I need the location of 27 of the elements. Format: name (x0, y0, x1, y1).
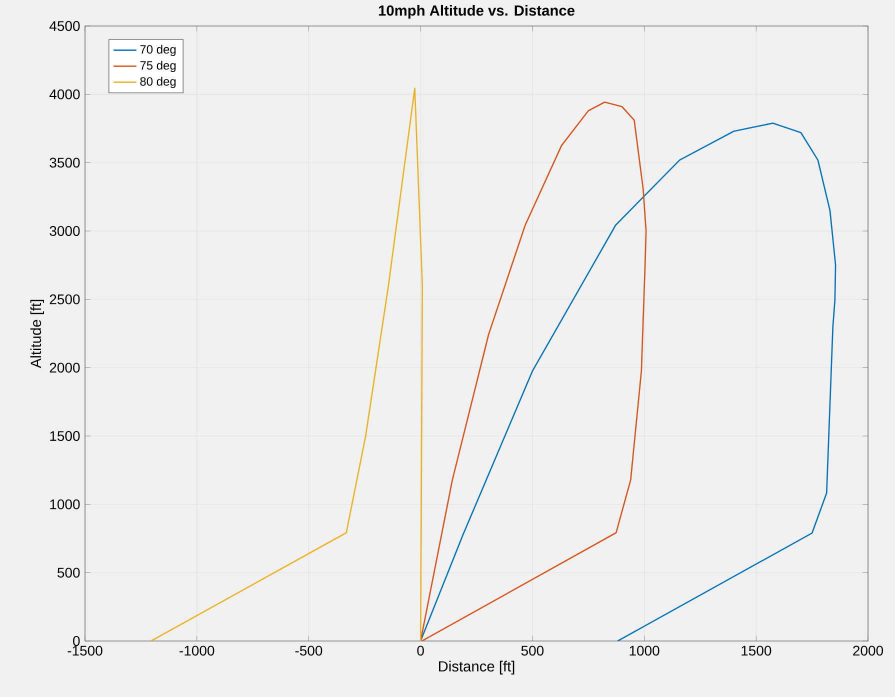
y-tick-label: 0 (73, 636, 80, 646)
y-tick-label: 1000 (50, 499, 80, 510)
x-tick-label: -1500 (68, 646, 102, 656)
x-tick-label: 2000 (853, 646, 884, 656)
y-tick-label: 2500 (50, 294, 80, 304)
y-tick-label: 500 (58, 568, 80, 578)
line-series (150, 88, 424, 641)
y-tick-label: 2000 (50, 362, 80, 373)
y-tick-label: 3500 (50, 158, 80, 168)
legend-label: 75 deg (140, 60, 176, 72)
y-tick-label: 4000 (49, 89, 80, 100)
legend-label: 70 deg (140, 44, 176, 56)
legend-label: 80 deg (140, 76, 176, 88)
y-tick-label: 1500 (50, 431, 80, 441)
x-tick-label: 500 (521, 646, 544, 656)
y-axis-title: Altitude [ft] (30, 300, 44, 368)
x-tick-label: 1500 (742, 646, 772, 656)
x-tick-label: -500 (295, 646, 322, 656)
x-tick-label: 1000 (630, 646, 660, 656)
x-tick-label: 0 (417, 646, 424, 656)
y-tick-label: 4500 (49, 21, 80, 31)
chart-title: 10mph Altitude vs. Distance (378, 4, 574, 19)
x-tick-label: -1000 (180, 646, 214, 656)
line-series (420, 122, 836, 641)
y-tick-label: 3000 (50, 226, 80, 236)
x-axis-title: Distance [ft] (439, 660, 514, 674)
line-series (420, 101, 647, 641)
